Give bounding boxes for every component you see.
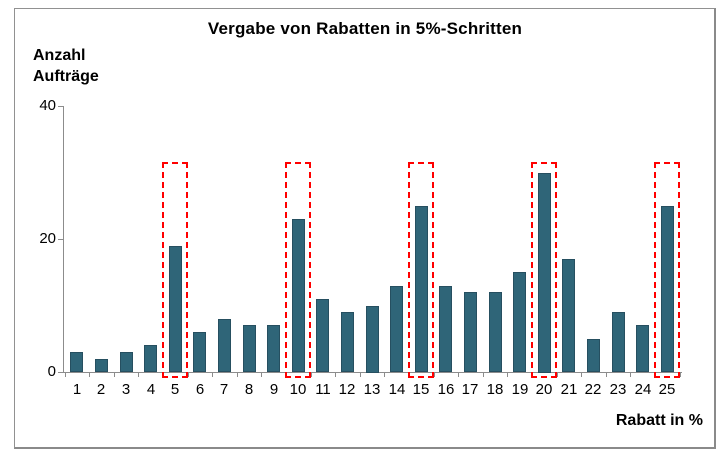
x-tick-label: 7 xyxy=(219,381,229,398)
x-axis-title: Rabatt in % xyxy=(615,412,703,429)
bar xyxy=(144,345,157,372)
bar xyxy=(120,352,133,372)
bar xyxy=(341,312,354,372)
x-tick-mark xyxy=(606,373,607,377)
x-tick-mark xyxy=(458,373,459,377)
x-tick-label: 22 xyxy=(584,381,602,398)
x-tick-mark xyxy=(212,373,213,377)
x-tick-label: 23 xyxy=(609,381,627,398)
x-tick-mark xyxy=(434,373,435,377)
bar xyxy=(538,173,551,373)
x-tick-label: 18 xyxy=(486,381,504,398)
x-tick-mark xyxy=(384,373,385,377)
y-axis-line xyxy=(63,106,64,373)
x-tick-label: 11 xyxy=(315,381,331,398)
highlight-box xyxy=(162,162,188,378)
y-tick-mark xyxy=(58,372,63,373)
x-tick-label: 12 xyxy=(338,381,356,398)
x-tick-mark xyxy=(237,373,238,377)
x-tick-label: 19 xyxy=(511,381,529,398)
bar xyxy=(193,332,206,372)
x-tick-mark xyxy=(89,373,90,377)
x-tick-label: 2 xyxy=(96,381,106,398)
x-tick-mark xyxy=(65,373,66,377)
x-tick-mark xyxy=(311,373,312,377)
x-tick-label: 8 xyxy=(244,381,254,398)
x-tick-mark xyxy=(188,373,189,377)
x-tick-label: 24 xyxy=(634,381,652,398)
bar xyxy=(464,292,477,372)
highlight-box xyxy=(285,162,311,378)
bar xyxy=(292,219,305,372)
bar xyxy=(95,359,108,372)
highlight-box xyxy=(654,162,680,378)
y-axis-title-line2: Aufträge xyxy=(33,68,99,85)
y-tick-mark xyxy=(58,239,63,240)
x-tick-mark xyxy=(581,373,582,377)
y-axis-title: Anzahl Aufträge xyxy=(33,45,99,87)
chart-title: Vergabe von Rabatten in 5%-Schritten xyxy=(207,19,523,38)
bar xyxy=(390,286,403,372)
x-tick-mark xyxy=(114,373,115,377)
bar xyxy=(366,306,379,373)
x-tick-label: 4 xyxy=(146,381,156,398)
highlight-box xyxy=(408,162,434,378)
x-tick-label: 9 xyxy=(269,381,279,398)
bar xyxy=(661,206,674,372)
highlight-box xyxy=(531,162,557,378)
bar xyxy=(169,246,182,372)
bar xyxy=(218,319,231,372)
x-tick-mark xyxy=(138,373,139,377)
x-tick-label: 5 xyxy=(170,381,180,398)
x-tick-label: 10 xyxy=(289,381,307,398)
bar xyxy=(415,206,428,372)
y-axis-title-line1: Anzahl xyxy=(33,47,86,64)
y-tick-label: 40 xyxy=(39,97,56,114)
x-tick-label: 15 xyxy=(412,381,430,398)
bar xyxy=(612,312,625,372)
x-tick-mark xyxy=(630,373,631,377)
chart-frame xyxy=(14,8,716,449)
x-tick-mark xyxy=(557,373,558,377)
x-tick-label: 3 xyxy=(121,381,131,398)
bar xyxy=(587,339,600,372)
y-tick-label: 0 xyxy=(47,363,56,380)
x-tick-label: 6 xyxy=(195,381,205,398)
x-tick-label: 17 xyxy=(461,381,479,398)
x-tick-label: 20 xyxy=(535,381,553,398)
x-tick-label: 21 xyxy=(560,381,578,398)
bar xyxy=(70,352,83,372)
x-tick-mark xyxy=(680,373,681,377)
bar xyxy=(316,299,329,372)
x-tick-label: 1 xyxy=(72,381,82,398)
x-tick-label: 13 xyxy=(363,381,381,398)
x-tick-mark xyxy=(261,373,262,377)
x-tick-label: 16 xyxy=(437,381,455,398)
bar xyxy=(562,259,575,372)
bar xyxy=(489,292,502,372)
bar xyxy=(267,325,280,372)
x-tick-mark xyxy=(360,373,361,377)
bar xyxy=(243,325,256,372)
x-tick-mark xyxy=(483,373,484,377)
y-tick-label: 20 xyxy=(39,230,56,247)
x-tick-label: 14 xyxy=(388,381,406,398)
x-tick-mark xyxy=(335,373,336,377)
y-tick-mark xyxy=(58,106,63,107)
x-tick-label: 25 xyxy=(658,381,676,398)
bar xyxy=(513,272,526,372)
bar xyxy=(439,286,452,372)
x-tick-mark xyxy=(507,373,508,377)
bar xyxy=(636,325,649,372)
